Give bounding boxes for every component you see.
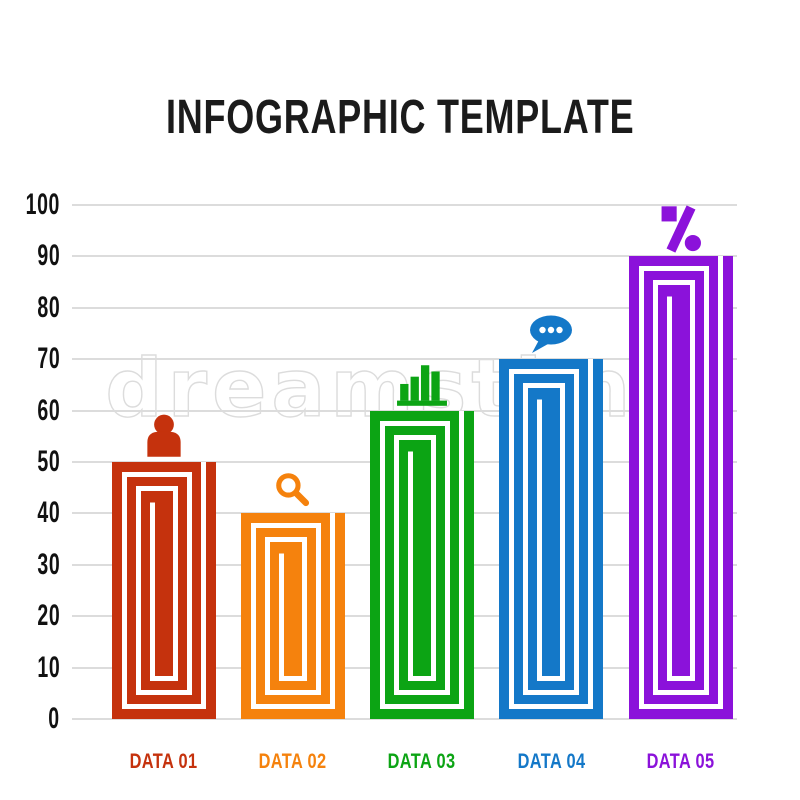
category-label: DATA 05 [646,750,715,773]
gridline [72,718,737,720]
bar-data-05 [628,256,733,719]
y-axis-tick-label: 10 [37,650,60,684]
gridline [72,409,737,412]
page-title: INFOGRAPHIC TEMPLATE [165,91,635,144]
category-label: DATA 03 [388,750,456,773]
person-icon [138,410,190,462]
y-axis-tick-label: 50 [37,445,60,478]
y-axis-tick-label: 100 [25,188,60,221]
y-axis-tick-label: 0 [48,702,60,735]
y-axis-tick-label: 20 [37,599,60,633]
magnifier-icon [270,467,316,513]
y-axis-tick-label: 80 [37,290,60,324]
category-label: DATA 01 [129,750,198,773]
category-label: DATA 04 [517,750,586,773]
bar-data-04 [499,359,604,719]
percent-icon [654,202,708,256]
gridline [72,358,737,361]
y-axis-tick-label: 60 [37,393,60,427]
gridline [72,306,737,309]
gridline [72,255,737,258]
y-axis-tick-label: 30 [37,547,60,581]
bar-data-03 [370,411,474,719]
y-axis-tick-label: 40 [37,496,60,530]
y-axis-tick-label: 70 [37,342,60,376]
category-label: DATA 02 [258,750,327,773]
bar-data-01 [111,462,216,719]
gridline [72,204,737,206]
bar-data-02 [240,513,345,719]
bar-chart-icon [396,359,448,411]
speech-bubble-icon [526,309,576,359]
y-axis-tick-label: 90 [37,239,60,273]
